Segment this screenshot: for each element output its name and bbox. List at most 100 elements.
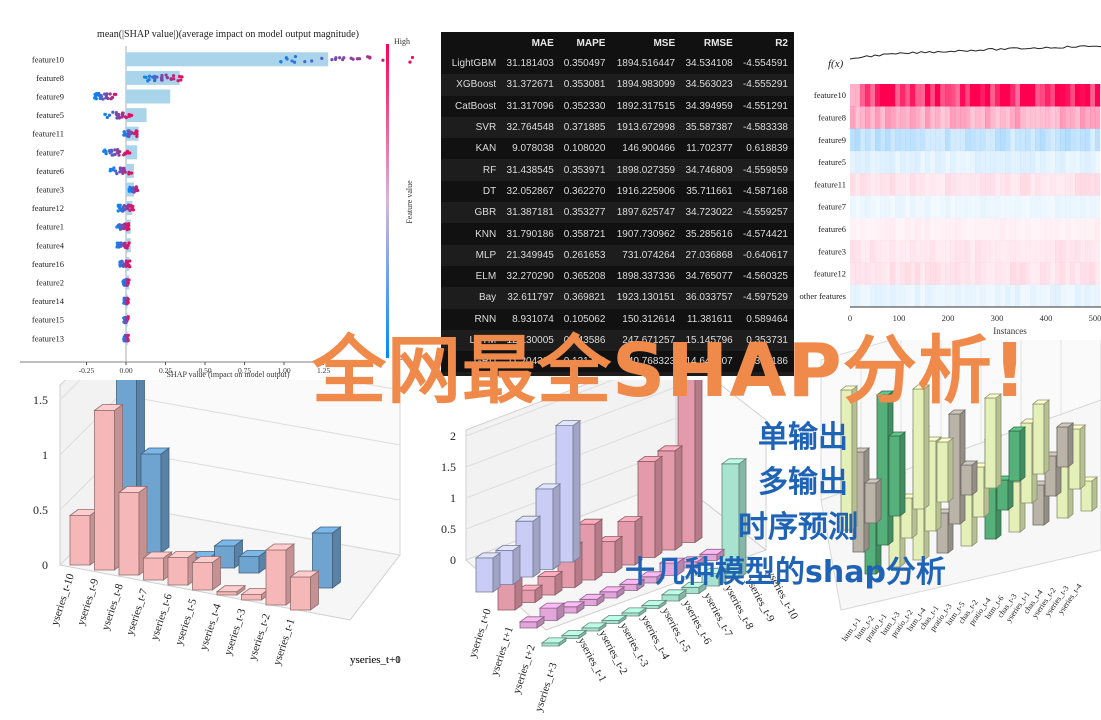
heatmap-cell bbox=[1000, 284, 1006, 308]
shap-point bbox=[110, 153, 114, 157]
heatmap-cell bbox=[865, 106, 871, 129]
shap-point bbox=[126, 222, 131, 226]
shap-point bbox=[410, 55, 415, 60]
heatmap-cell bbox=[1035, 195, 1041, 218]
heatmap-cell bbox=[975, 128, 981, 152]
bar-top bbox=[598, 586, 626, 593]
heatmap-cell bbox=[880, 284, 886, 308]
heatmap-cell bbox=[935, 106, 941, 129]
heatmap-cell bbox=[860, 262, 866, 285]
metric-cell: 31.372671 bbox=[502, 74, 560, 96]
heatmap-cell bbox=[1070, 240, 1076, 263]
heatmap-cell bbox=[1015, 262, 1021, 285]
heatmap-cell bbox=[1080, 262, 1086, 285]
bar-3d bbox=[600, 614, 628, 625]
heatmap-cell bbox=[905, 84, 911, 107]
shap-point bbox=[124, 339, 128, 343]
importance-bar bbox=[126, 108, 147, 123]
heatmap-cell bbox=[865, 284, 871, 308]
feature-label: feature16 bbox=[32, 259, 64, 269]
metrics-row: SVR 32.764548 0.371885 1913.672998 35.587387… bbox=[441, 116, 794, 139]
heatmap-cell bbox=[915, 284, 921, 308]
heatmap-cell bbox=[1055, 173, 1061, 196]
heatmap-cell bbox=[850, 106, 856, 129]
heatmap-cell bbox=[1020, 262, 1026, 285]
heatmap-cell bbox=[880, 84, 886, 107]
metric-cell: 34.765077 bbox=[685, 271, 733, 283]
shap-point bbox=[126, 203, 131, 207]
feature-label: feature1 bbox=[36, 222, 64, 232]
metric-cell: 31.181403 bbox=[506, 58, 554, 70]
shap-point bbox=[94, 92, 99, 96]
heatmap-cell bbox=[975, 84, 981, 107]
heatmap-row-label: feature6 bbox=[818, 224, 846, 234]
shap-point bbox=[103, 112, 107, 117]
bar-side bbox=[1091, 476, 1098, 512]
heatmap-cell bbox=[925, 262, 931, 285]
bar-side bbox=[614, 535, 623, 574]
heatmap-cell bbox=[1000, 128, 1006, 152]
model-name-cell: RF bbox=[441, 159, 503, 181]
heatmap-cell bbox=[850, 262, 856, 285]
bar-side bbox=[654, 455, 663, 559]
shap-point bbox=[357, 57, 362, 61]
heatmap-cell bbox=[1010, 150, 1016, 174]
heatmap-cell bbox=[970, 84, 976, 107]
heatmap-cell bbox=[1010, 195, 1016, 218]
bar-3d bbox=[863, 478, 883, 524]
heatmap-cell bbox=[905, 240, 911, 263]
metric-cell: 0.618839 bbox=[746, 143, 788, 155]
feature-label: feature4 bbox=[36, 240, 65, 250]
colorbar-low-label: Low bbox=[394, 353, 409, 362]
heatmap-cell bbox=[1040, 150, 1046, 174]
feature-label: feature8 bbox=[36, 73, 64, 83]
heatmap-cell bbox=[880, 173, 886, 196]
heatmap-cell bbox=[870, 217, 876, 241]
bar-side bbox=[572, 419, 581, 563]
metric-cell: -4.574421 bbox=[742, 228, 788, 240]
shap-point bbox=[368, 56, 372, 60]
heatmap-cell bbox=[1035, 84, 1041, 107]
bar-top bbox=[1031, 399, 1051, 405]
heatmap-cell bbox=[875, 240, 881, 263]
bar3d-left-plot: 0 0.5 1 1.5 yseries_t-10 yseries_t-9 yseries_t… bbox=[0, 380, 436, 720]
heatmap-cell bbox=[965, 240, 971, 263]
heatmap-cell bbox=[1075, 173, 1081, 196]
heatmap-cell bbox=[1025, 173, 1031, 196]
heatmap-cell bbox=[920, 173, 926, 196]
shap-point bbox=[151, 75, 155, 79]
metrics-row: LSTM 12.130005 0.143586 247.671257 15.145796… bbox=[441, 329, 794, 352]
heatmap-cell bbox=[950, 240, 956, 263]
heatmap-cell bbox=[895, 284, 901, 308]
heatmap-cell bbox=[950, 150, 956, 174]
metrics-col-header: RMSE bbox=[703, 37, 733, 49]
shap-point bbox=[117, 116, 121, 120]
heatmap-cell bbox=[915, 128, 921, 152]
heatmap-cell bbox=[950, 284, 956, 308]
heatmap-cell bbox=[980, 106, 986, 129]
heatmap-cell bbox=[1045, 262, 1051, 285]
category-label: yseries_t-6 bbox=[149, 592, 175, 642]
metric-cell: 0.362270 bbox=[563, 185, 606, 197]
bar-top bbox=[638, 571, 666, 578]
bar-top bbox=[213, 539, 244, 547]
metric-cell: 1894.516447 bbox=[616, 58, 676, 70]
shap-point bbox=[124, 132, 129, 137]
bar-3d bbox=[142, 551, 173, 581]
heatmap-cell bbox=[990, 84, 996, 107]
heatmap-x-tick: 200 bbox=[942, 313, 955, 323]
bar-3d bbox=[911, 384, 931, 510]
heatmap-cell bbox=[850, 284, 856, 308]
heatmap-cell bbox=[1085, 217, 1091, 241]
shap-point bbox=[172, 77, 176, 81]
tag-single-output: 单输出 bbox=[758, 420, 848, 455]
bar-top bbox=[264, 543, 296, 551]
shap-point bbox=[93, 95, 97, 99]
colorbar bbox=[386, 44, 389, 358]
heatmap-cell bbox=[945, 128, 951, 152]
bar-3d bbox=[598, 586, 626, 599]
feature-label: feature7 bbox=[36, 147, 64, 157]
heatmap-cell bbox=[895, 240, 901, 263]
bar-front bbox=[118, 492, 140, 576]
metric-cell: 11.381611 bbox=[686, 313, 733, 325]
